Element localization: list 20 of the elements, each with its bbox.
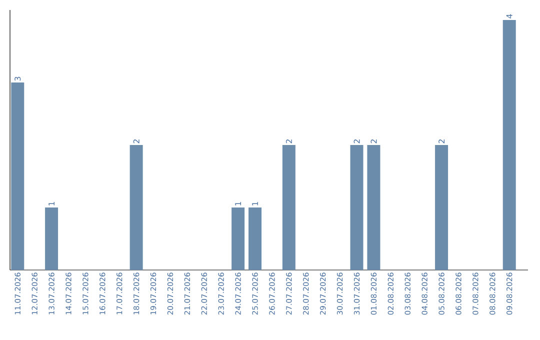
- data-label: 3: [14, 76, 21, 81]
- bar: [232, 208, 245, 270]
- data-label: 1: [48, 202, 54, 206]
- bar: [11, 82, 24, 270]
- data-label: 4: [506, 14, 512, 18]
- bar: [367, 145, 380, 270]
- data-label: 2: [370, 140, 377, 144]
- bar: [350, 145, 364, 270]
- data-label: 2: [354, 140, 360, 144]
- data-label: 2: [286, 140, 292, 144]
- bar: [45, 208, 58, 270]
- data-label: 2: [438, 140, 445, 144]
- bar: [248, 208, 262, 270]
- bar: [130, 145, 143, 270]
- data-label: 1: [235, 202, 241, 206]
- bar: [502, 20, 516, 270]
- bar: [435, 145, 448, 270]
- data-label: 1: [252, 202, 258, 206]
- bar: [282, 145, 296, 270]
- data-label: 2: [133, 140, 140, 144]
